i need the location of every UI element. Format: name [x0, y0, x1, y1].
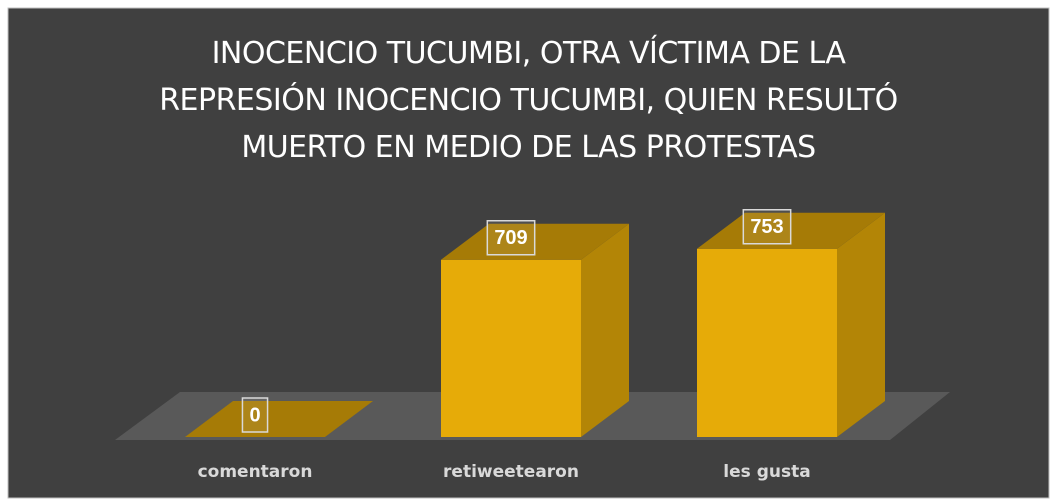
value-label-box	[742, 209, 792, 245]
bar-side	[837, 212, 885, 437]
value-label: 709	[494, 227, 527, 249]
x-tick-label: retiweetearon	[443, 462, 579, 482]
bar-front	[697, 248, 837, 437]
bar	[185, 401, 373, 437]
value-label: 0	[249, 404, 260, 426]
bar-front	[441, 259, 581, 437]
x-tick-label: comentaron	[198, 462, 313, 482]
bar-top	[185, 401, 373, 437]
value-label: 753	[750, 216, 783, 238]
chart-title: INOCENCIO TUCUMBI, OTRA VÍCTIMA DE LA RE…	[159, 36, 898, 165]
bar	[441, 223, 629, 437]
bar	[697, 212, 885, 437]
value-label-box	[241, 397, 269, 433]
bar-side	[581, 223, 629, 437]
x-tick-label: les gusta	[723, 462, 810, 482]
value-label-box	[486, 220, 536, 256]
